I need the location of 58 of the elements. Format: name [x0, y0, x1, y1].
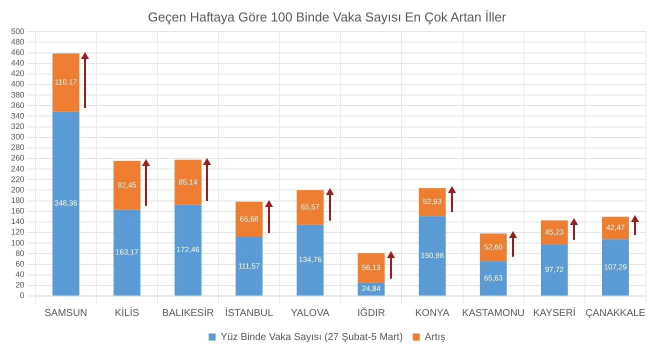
legend-label: Artış [424, 332, 446, 343]
x-tick-label: ÇANAKKALE [585, 308, 646, 319]
x-tick-label: IĞDIR [357, 306, 386, 319]
bar [236, 202, 263, 237]
y-tick-label: 320 [10, 122, 25, 131]
y-tick-label: 80 [15, 248, 25, 258]
x-tick-label: YALOVA [290, 308, 330, 319]
x-tick-label: BALIKESİR [162, 306, 214, 319]
bar [114, 160, 140, 210]
y-tick-label: 240 [10, 164, 25, 174]
bar [114, 210, 140, 296]
y-tick-label: 420 [10, 69, 25, 78]
x-tick-label: KASTAMONU [462, 308, 525, 319]
y-tick-label: 280 [10, 143, 25, 152]
y-tick-label: 60 [15, 259, 25, 268]
y-tick-label: 100 [10, 238, 25, 248]
y-tick-label: 480 [10, 37, 25, 46]
bar [540, 220, 568, 244]
y-tick-label: 220 [10, 174, 25, 184]
chart-title: Geçen Haftaya Göre 100 Binde Vaka Sayısı En Çok Artan İller [148, 9, 507, 24]
x-tick-label: KONYA [415, 308, 450, 319]
y-tick-label: 200 [10, 185, 25, 194]
y-tick-label: 260 [10, 154, 25, 163]
y-tick-label: 500 [10, 26, 25, 36]
bar [296, 224, 324, 296]
y-tick-label: 40 [15, 270, 25, 280]
bar [602, 216, 629, 240]
y-tick-label: 0 [20, 291, 25, 300]
y-tick-label: 300 [10, 132, 25, 142]
y-tick-label: 120 [10, 228, 25, 237]
x-tick-label: SAMSUN [44, 308, 88, 319]
y-tick-label: 440 [10, 58, 25, 68]
y-tick-label: 180 [10, 196, 25, 206]
bar [174, 160, 202, 205]
bar [236, 237, 263, 296]
bar [52, 54, 80, 112]
x-tick-label: KAYSERİ [533, 306, 576, 319]
bar [480, 261, 507, 296]
bar [480, 233, 507, 262]
y-tick-label: 140 [10, 217, 25, 226]
x-tick-label: İSTANBUL [224, 306, 274, 319]
bar [52, 112, 80, 296]
bar [358, 253, 385, 283]
bar [296, 190, 324, 225]
y-tick-label: 400 [10, 80, 25, 89]
x-tick-label: KİLİS [114, 306, 140, 319]
bar [418, 188, 446, 216]
y-tick-label: 360 [10, 100, 25, 110]
y-tick-label: 380 [10, 90, 25, 100]
bar [602, 239, 629, 296]
y-tick-label: 160 [10, 206, 25, 216]
y-tick-label: 340 [10, 111, 25, 120]
legend-label: Yüz Binde Vaka Sayısı (27 Şubat-5 Mart) [220, 332, 403, 343]
y-tick-label: 20 [15, 280, 25, 290]
bar [174, 204, 202, 296]
y-tick-label: 460 [10, 48, 25, 57]
bar [540, 244, 568, 296]
bar [418, 216, 446, 296]
